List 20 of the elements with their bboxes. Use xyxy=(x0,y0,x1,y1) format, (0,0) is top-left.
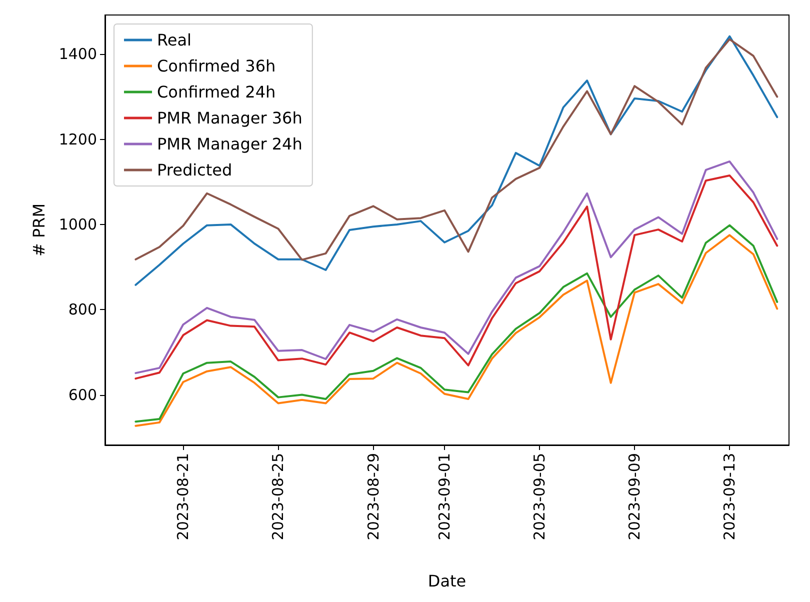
x-tick-label: 2023-08-29 xyxy=(364,453,382,540)
y-tick-label: 1400 xyxy=(58,45,97,64)
x-tick-label: 2023-09-01 xyxy=(436,453,454,540)
x-tick-label: 2023-08-25 xyxy=(269,453,288,540)
legend-label: PMR Manager 36h xyxy=(157,108,302,128)
x-tick-label: 2023-09-05 xyxy=(530,453,549,540)
y-tick-label: 1200 xyxy=(58,130,97,148)
y-tick-label: 800 xyxy=(68,300,97,319)
x-tick-label: 2023-08-21 xyxy=(174,453,192,540)
x-axis-title: Date xyxy=(428,572,466,590)
legend-label: Predicted xyxy=(157,160,232,180)
x-tick-label: 2023-09-13 xyxy=(720,453,739,540)
legend-label: PMR Manager 24h xyxy=(157,134,302,154)
legend-label: Confirmed 24h xyxy=(157,82,276,102)
legend-label: Real xyxy=(157,30,192,50)
y-tick-label: 1000 xyxy=(58,215,97,234)
x-tick-label: 2023-09-09 xyxy=(626,453,644,540)
y-axis-title: # PRM xyxy=(30,203,48,257)
y-tick-label: 600 xyxy=(68,386,97,404)
legend-label: Confirmed 36h xyxy=(157,56,276,76)
